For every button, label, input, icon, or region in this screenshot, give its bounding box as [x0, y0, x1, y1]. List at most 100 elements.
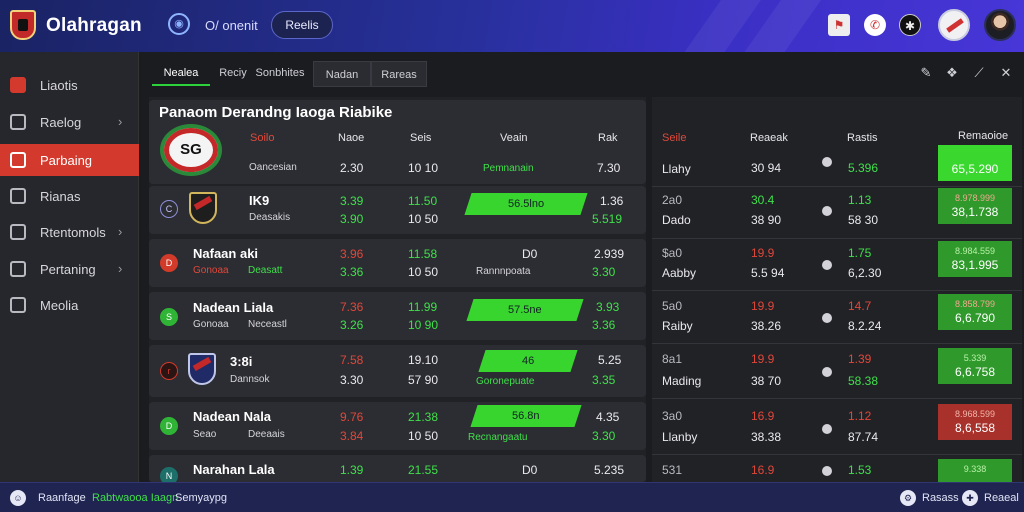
cell-value: 3.35: [592, 373, 616, 387]
doc-icon: [10, 114, 26, 130]
cell-value: 3.30: [340, 373, 364, 387]
sidebar-item-label: Raelog: [40, 115, 82, 130]
cell-value: 3.36: [340, 265, 364, 279]
pen-icon[interactable]: ⟋: [974, 65, 984, 80]
bottom-link[interactable]: Raanfage: [38, 492, 86, 504]
top-nav-button[interactable]: Reelis: [271, 11, 333, 39]
sidebar-item-rtentomols[interactable]: Rtentomols ›: [0, 216, 139, 248]
cell-value: 21.38: [408, 410, 439, 424]
odds-pill-label: 56.5lno: [507, 198, 545, 210]
cell-value: 10 90: [408, 318, 439, 332]
cell-value: 19.10: [408, 353, 439, 367]
tab-reciy[interactable]: Reciy: [219, 67, 247, 79]
club-icon: D: [160, 417, 178, 435]
app-logo[interactable]: [10, 10, 36, 40]
column-header: Rastis: [847, 132, 878, 144]
sidebar-item-raelog[interactable]: Raelog ›: [0, 106, 139, 138]
odds-box[interactable]: 65,5.290: [938, 145, 1012, 181]
cell-value: 58 30: [848, 213, 879, 227]
team-badge-icon[interactable]: [938, 9, 970, 41]
cell-value: 1.13: [848, 193, 872, 207]
cell-value: 30.4: [751, 193, 775, 207]
cell-value: 9.76: [340, 410, 364, 424]
odds-pill[interactable]: 56.5lno: [464, 193, 588, 215]
odds-box-top: 8.858.799: [954, 299, 996, 309]
team-logo: [189, 192, 217, 224]
bottom-link[interactable]: Reaeal: [984, 492, 1019, 504]
sidebar-item-parbaing[interactable]: Parbaing: [0, 144, 139, 176]
cell-value: 10 50: [408, 212, 439, 226]
table-row[interactable]: [149, 100, 646, 184]
odds-box-top: 5.339: [963, 353, 987, 363]
odds-pill[interactable]: 56.8n: [470, 405, 582, 427]
column-header: Seis: [410, 132, 432, 144]
odds-box-top: 8.984.559: [954, 246, 996, 256]
odds-box[interactable]: 9.338: [938, 459, 1012, 482]
cell-value: 19.9: [751, 299, 775, 313]
odds-box[interactable]: 8.858.799 6,6.790: [938, 294, 1012, 330]
row-sub: Deeaais: [248, 429, 285, 440]
notification-icon[interactable]: ✆: [864, 14, 886, 36]
top-nav-link[interactable]: O/ onenit: [205, 18, 258, 33]
settings-icon[interactable]: ✱: [899, 14, 921, 36]
cell-value: 7.36: [340, 300, 364, 314]
team-name: 3:8i: [230, 354, 253, 369]
bottom-link[interactable]: Rabtwaooa Iaagn: [92, 492, 179, 504]
sidebar-item-liaotis[interactable]: Liaotis: [0, 69, 139, 101]
flag-icon[interactable]: ⚑: [828, 14, 850, 36]
chart-icon: [10, 261, 26, 277]
settings-icon[interactable]: ⚙: [900, 490, 916, 506]
cell-value: 5.519: [592, 212, 623, 226]
sidebar-item-rianas[interactable]: Rianas: [0, 180, 139, 212]
cell-value: 11.50: [408, 194, 438, 208]
odds-pill-label: 46: [521, 355, 535, 367]
share-icon[interactable]: ❖: [946, 65, 958, 80]
odds-box[interactable]: 5.339 6,6.758: [938, 348, 1012, 384]
odds-pill[interactable]: 57.5ne: [466, 299, 584, 321]
bottom-link[interactable]: Semyaypg: [175, 492, 227, 504]
cell-value: 1.39: [340, 463, 364, 477]
odds-box[interactable]: 8.984.559 83,1.995: [938, 241, 1012, 277]
row-divider: [652, 238, 1022, 239]
cell-value: 3.26: [340, 318, 364, 332]
row-sub: Deasatt: [248, 265, 283, 276]
cell-value: 11.99: [408, 300, 438, 314]
top-bar: Olahragan ◉ O/ onenit Reelis ⚑ ✆ ✱: [0, 0, 1024, 52]
tab-rareas[interactable]: Rareas: [371, 61, 427, 87]
home-icon: [10, 77, 26, 93]
odds-box[interactable]: 8.978.999 38,1.738: [938, 188, 1012, 224]
odds-pill[interactable]: 46: [478, 350, 578, 372]
cell-label: Recnangaatu: [468, 432, 528, 443]
sidebar-item-meolia[interactable]: Meolia: [0, 289, 139, 321]
bottom-link[interactable]: Rasass: [922, 492, 959, 504]
odds-box-value: 65,5.290: [951, 162, 999, 176]
odds-pill-label: 57.5ne: [508, 304, 542, 316]
chevron-right-icon: ›: [118, 114, 123, 129]
column-header: Remaoioe: [958, 130, 1009, 142]
tab-nadan[interactable]: Nadan: [313, 61, 371, 87]
row-sub: Gonoaa: [193, 265, 229, 276]
team-name: IK9: [249, 193, 270, 208]
table-row[interactable]: [149, 239, 646, 287]
odds-box[interactable]: 8.968.599 8,6,558: [938, 404, 1012, 440]
sidebar-item-pertaning[interactable]: Pertaning ›: [0, 253, 139, 285]
cell-value: 38.38: [751, 430, 782, 444]
cell-value: 1.39: [848, 352, 872, 366]
user-icon[interactable]: ☺: [10, 490, 26, 506]
close-icon[interactable]: ✕: [1000, 65, 1012, 80]
cell-value: 4.35: [596, 410, 620, 424]
cell-value: 6,2.30: [848, 266, 882, 280]
shield-icon: [822, 313, 832, 323]
table-row[interactable]: [149, 455, 646, 482]
info-icon[interactable]: ◉: [168, 13, 190, 35]
avatar[interactable]: [984, 9, 1016, 41]
row-sub: Dannsok: [230, 374, 270, 385]
support-icon[interactable]: ✚: [962, 490, 978, 506]
tab-sonbhites[interactable]: Sonbhites: [255, 67, 305, 79]
cell-value: 2.939: [594, 247, 625, 261]
tab-nealea[interactable]: Nealea: [152, 60, 210, 86]
shield-icon: [822, 466, 832, 476]
edit-icon[interactable]: ✎: [920, 65, 932, 80]
cell-value: 19.9: [751, 246, 775, 260]
row-divider: [652, 290, 1022, 291]
